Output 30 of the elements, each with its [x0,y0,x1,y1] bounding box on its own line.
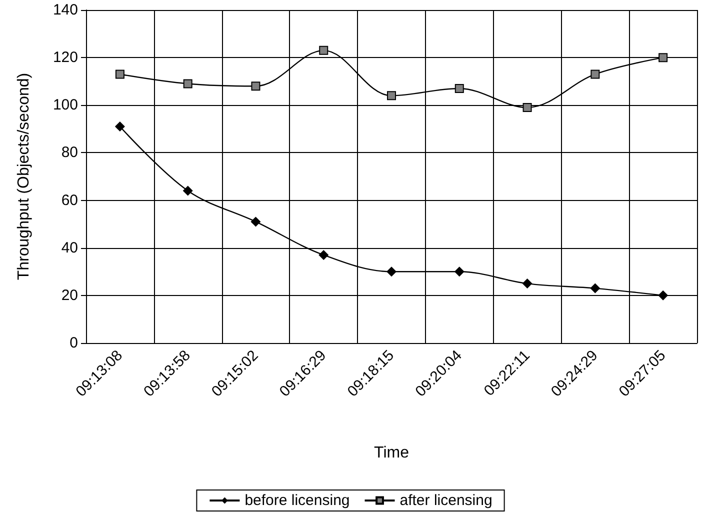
y-tick-label: 20 [61,286,78,304]
point [318,250,329,260]
point [114,122,125,132]
point [319,46,328,55]
point [658,53,668,62]
point [251,82,260,91]
point [590,283,600,294]
point [386,266,396,277]
y-tick-label: 40 [61,239,78,256]
y-tick-label: 140 [52,2,78,18]
y-tick-label: 120 [52,49,78,66]
point [182,186,193,196]
y-tick-label: 0 [70,334,78,352]
legend-label: after licensing [400,492,492,509]
point [522,103,532,112]
point [115,70,124,79]
point [658,290,668,300]
y-tick-label: 60 [61,192,78,209]
point [522,278,532,289]
y-axis-title: Throughput (Objects/second) [16,72,32,280]
point [454,266,464,277]
y-tick-label: 100 [52,96,78,114]
point [454,84,464,93]
point [250,216,261,227]
point [387,91,396,100]
point [590,70,600,79]
legend-label: before licensing [244,492,350,509]
y-tick-label: 80 [61,144,78,162]
point [183,79,192,88]
x-axis-title: Time [374,444,410,462]
